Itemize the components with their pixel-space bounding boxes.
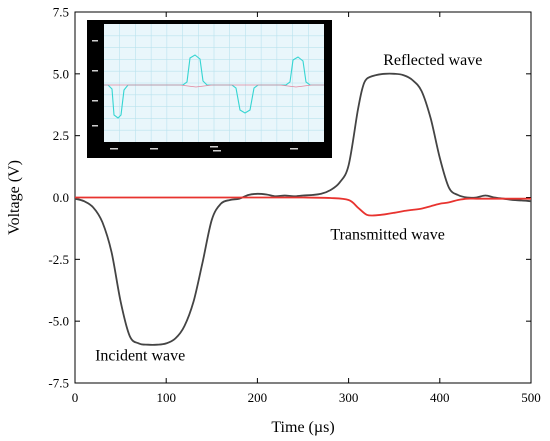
series-line-1 [74, 196, 531, 217]
y-tick-label: 7.5 [53, 5, 69, 20]
x-tick-label: 200 [248, 390, 268, 405]
inset-status-mark [290, 148, 298, 150]
annotation-transmitted-wave: Transmitted wave [330, 227, 445, 244]
x-tick-label: 400 [430, 390, 450, 405]
x-tick-label: 100 [156, 390, 176, 405]
x-tick-labels: 0 100 200 300 400 500 [72, 390, 541, 405]
inset-side-mark [92, 100, 98, 102]
axis-ticks [74, 11, 532, 384]
y-tick-label: -5.0 [48, 314, 69, 329]
annotation-incident-wave: Incident wave [95, 348, 185, 365]
y-tick-label: 2.5 [53, 128, 69, 143]
oscilloscope-inset [87, 20, 332, 158]
inset-status-mark [213, 150, 221, 152]
inset-side-mark [92, 40, 98, 42]
inset-status-mark [210, 146, 218, 148]
y-axis-title: Voltage (V) [6, 160, 23, 235]
inset-status-bar [92, 40, 298, 152]
x-axis-title: Time (µs) [271, 419, 334, 436]
x-tick-label: 500 [521, 390, 541, 405]
y-tick-label: -7.5 [48, 376, 69, 391]
x-tick-label: 300 [339, 390, 359, 405]
inset-status-mark [110, 148, 118, 150]
series-line-0 [74, 72, 532, 346]
y-tick-label: -2.5 [48, 252, 69, 267]
inset-side-mark [92, 70, 98, 72]
series-lines [74, 72, 532, 346]
annotation-reflected-wave: Reflected wave [383, 52, 482, 69]
inset-grid [104, 24, 324, 142]
inset-status-mark [150, 148, 158, 150]
inset-side-mark [92, 125, 98, 127]
inset-trace-pink [104, 84, 324, 88]
y-tick-labels: -7.5 -5.0 -2.5 0.0 2.5 5.0 7.5 [48, 5, 69, 391]
y-tick-label: 5.0 [53, 66, 69, 81]
x-tick-label: 0 [72, 390, 79, 405]
y-tick-label: 0.0 [53, 190, 69, 205]
